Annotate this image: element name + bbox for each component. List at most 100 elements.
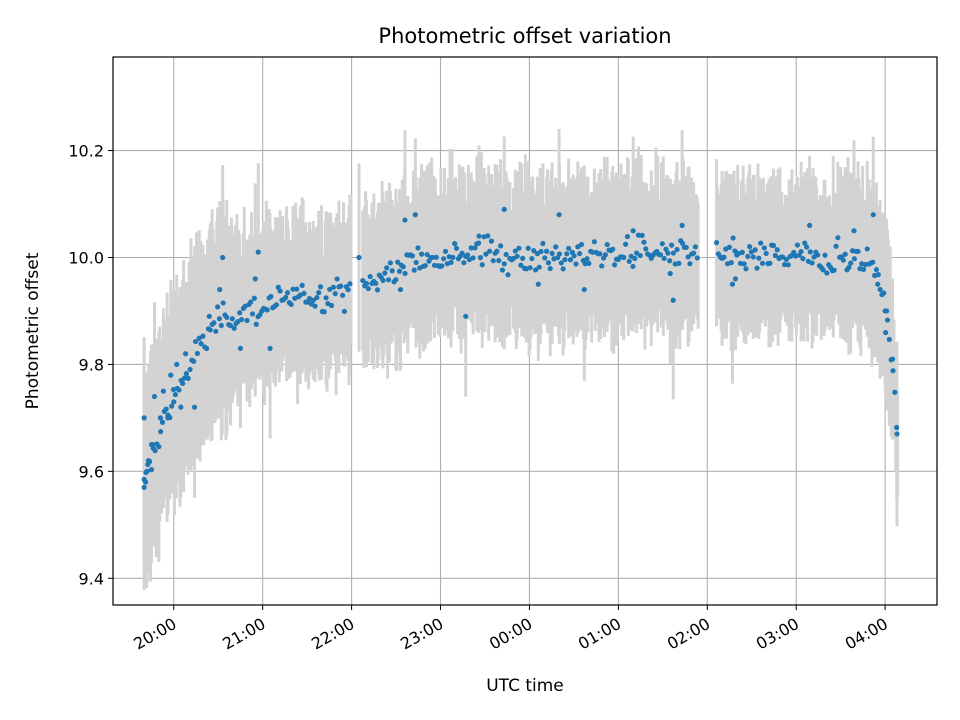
data-point	[338, 283, 344, 289]
data-point	[883, 329, 889, 336]
data-point	[330, 284, 337, 290]
data-point	[439, 263, 445, 269]
data-point	[220, 254, 226, 261]
data-point	[567, 257, 574, 263]
data-point	[316, 290, 322, 296]
data-point	[450, 254, 456, 260]
data-point	[290, 286, 296, 292]
data-point	[268, 293, 274, 300]
data-point	[752, 247, 758, 253]
data-point	[409, 253, 416, 259]
data-point	[864, 246, 870, 252]
data-point	[397, 286, 404, 293]
data-point	[676, 260, 682, 266]
data-point	[448, 259, 454, 266]
data-point	[674, 246, 680, 253]
data-point	[663, 246, 669, 252]
data-point	[419, 251, 425, 257]
y-tick-label: 10.0	[68, 248, 104, 267]
data-point	[754, 265, 760, 271]
data-point	[183, 351, 189, 357]
data-point	[851, 256, 857, 262]
data-point	[877, 286, 883, 293]
data-point	[532, 267, 539, 273]
data-point	[761, 245, 767, 251]
data-point	[174, 361, 180, 368]
data-point	[624, 233, 631, 240]
data-point	[213, 328, 219, 334]
data-point	[892, 389, 898, 395]
data-point	[516, 245, 522, 251]
data-point	[310, 297, 316, 303]
data-point	[183, 371, 189, 377]
data-point	[732, 276, 739, 282]
data-point	[145, 458, 152, 464]
data-point	[632, 255, 638, 262]
data-point	[498, 243, 504, 249]
data-point	[643, 246, 649, 252]
data-point	[249, 311, 256, 317]
data-point	[244, 317, 250, 324]
data-point	[187, 366, 193, 373]
data-point	[860, 266, 867, 272]
data-point	[842, 251, 848, 257]
data-point	[875, 281, 881, 287]
data-point	[659, 241, 665, 247]
data-point	[622, 241, 629, 247]
data-point	[216, 316, 223, 322]
data-point	[267, 345, 273, 351]
data-point	[165, 415, 171, 421]
data-point	[152, 448, 158, 454]
data-point	[668, 242, 675, 248]
data-point	[159, 419, 166, 425]
y-tick-label: 9.6	[79, 462, 104, 481]
data-point	[820, 267, 826, 273]
data-point	[237, 345, 244, 351]
data-point	[763, 250, 769, 257]
data-point	[578, 241, 585, 248]
data-point	[621, 254, 627, 261]
data-point	[531, 248, 537, 254]
data-point	[730, 235, 736, 241]
data-point	[884, 317, 891, 323]
data-point	[252, 276, 258, 282]
data-point	[670, 250, 676, 256]
data-point	[365, 285, 371, 292]
data-point	[468, 245, 474, 251]
data-point	[415, 245, 421, 251]
data-point	[459, 250, 465, 256]
data-point	[192, 338, 199, 345]
data-point	[741, 261, 747, 267]
data-point	[692, 244, 699, 250]
data-point	[855, 248, 861, 255]
data-point	[422, 263, 428, 269]
data-point	[273, 302, 280, 308]
data-point	[518, 262, 524, 268]
data-point	[679, 222, 685, 229]
data-point	[637, 252, 643, 259]
data-point	[774, 247, 780, 253]
data-point	[635, 232, 642, 238]
data-point	[602, 252, 608, 258]
data-point	[759, 260, 766, 266]
data-point	[538, 248, 544, 255]
data-point	[341, 308, 348, 315]
data-point	[442, 248, 449, 254]
plot-frame	[112, 56, 938, 606]
data-point	[846, 264, 852, 270]
data-point	[396, 268, 403, 274]
y-tick-label: 10.2	[68, 142, 104, 161]
data-point	[566, 245, 572, 251]
data-point	[758, 240, 764, 246]
data-point	[470, 255, 476, 261]
y-axis-label: Photometric offset	[23, 252, 43, 409]
data-point	[873, 267, 880, 273]
data-point	[577, 250, 583, 257]
data-point	[176, 387, 182, 393]
data-point	[206, 313, 212, 319]
data-point	[626, 258, 632, 265]
data-point	[380, 277, 386, 284]
data-point	[389, 268, 395, 274]
data-point	[881, 290, 887, 296]
data-point	[589, 249, 596, 255]
